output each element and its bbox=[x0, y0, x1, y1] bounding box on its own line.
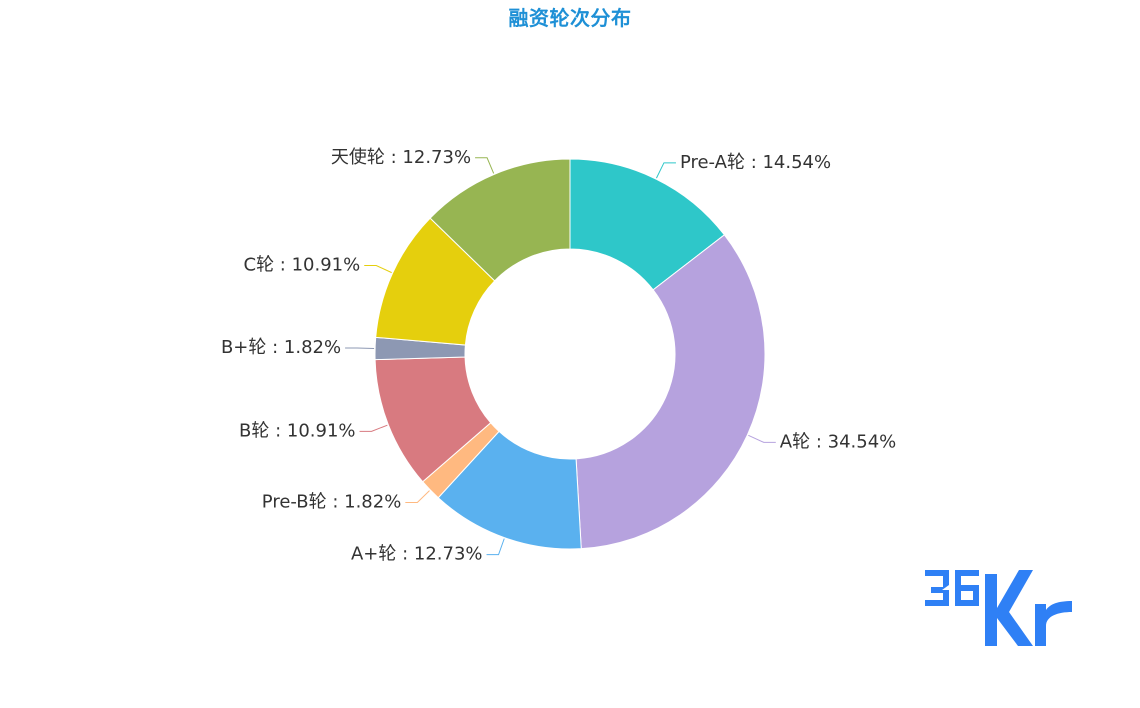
slice-label-c轮: C轮 : 10.91% bbox=[244, 255, 361, 276]
leader-line-pre-a轮 bbox=[656, 162, 676, 179]
slice-label-天使轮: 天使轮 : 12.73% bbox=[331, 147, 471, 168]
slice-label-pre-a轮: Pre-A轮 : 14.54% bbox=[680, 152, 831, 173]
slice-天使轮[interactable] bbox=[429, 158, 571, 282]
leader-line-c轮 bbox=[364, 265, 392, 274]
36kr-logo bbox=[922, 562, 1076, 650]
label-leader-lines bbox=[345, 157, 776, 556]
donut-slices bbox=[374, 158, 766, 550]
leader-line-pre-b轮 bbox=[405, 490, 430, 504]
slice-label-a-plus轮: A+轮 : 12.73% bbox=[351, 544, 483, 565]
slice-label-b-plus轮: B+轮 : 1.82% bbox=[221, 337, 341, 358]
leader-line-b轮 bbox=[359, 424, 388, 432]
slice-label-pre-b轮: Pre-B轮 : 1.82% bbox=[262, 492, 402, 513]
leader-line-a-plus轮 bbox=[486, 538, 505, 556]
leader-line-a轮 bbox=[748, 434, 776, 443]
leader-line-天使轮 bbox=[475, 157, 495, 174]
slice-label-a轮: A轮 : 34.54% bbox=[780, 431, 896, 452]
slice-label-b轮: B轮 : 10.91% bbox=[239, 420, 356, 441]
slice-labels: Pre-A轮 : 14.54% A轮 : 34.54% A+轮 : 12.73% Pr… bbox=[221, 147, 896, 565]
slice-a轮[interactable] bbox=[575, 234, 766, 550]
chart-title: 融资轮次分布 bbox=[508, 6, 632, 30]
